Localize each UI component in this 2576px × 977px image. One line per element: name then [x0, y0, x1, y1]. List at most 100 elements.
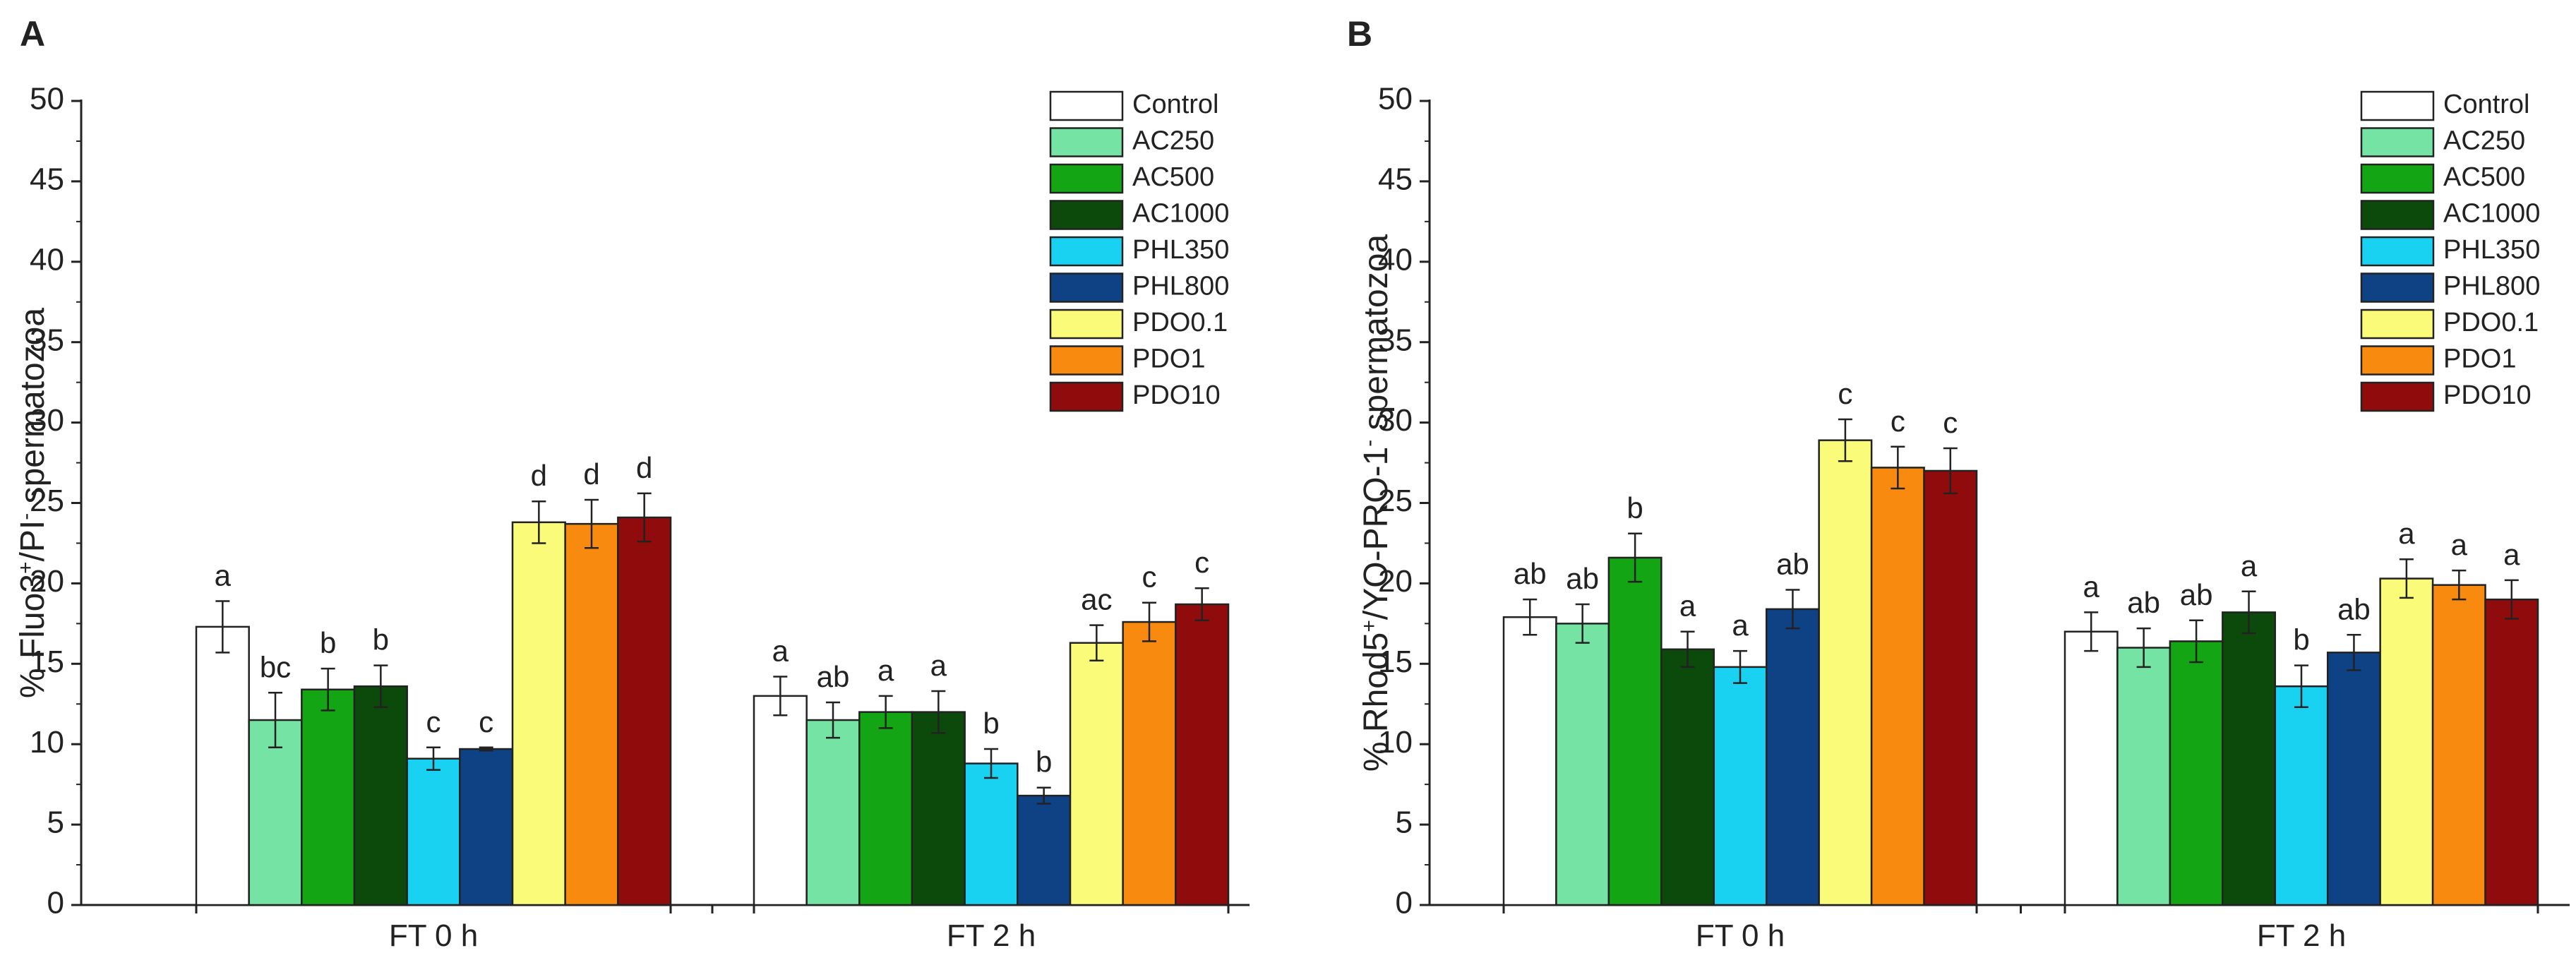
legend-label: PDO10: [2443, 380, 2532, 410]
significance-letter: b: [2293, 623, 2309, 657]
y-tick-label: 35: [1378, 323, 1413, 357]
x-category-label: FT 2 h: [947, 918, 1036, 953]
significance-letter: a: [2451, 528, 2468, 561]
bar-PDO1-0: [1870, 467, 1925, 906]
legend-swatch-PHL800: [1049, 272, 1124, 303]
bar-AC500-0: [1607, 556, 1663, 906]
bar-AC1000-0: [353, 685, 408, 906]
legend-swatch-AC500: [2360, 163, 2435, 194]
bar-PHL800-1: [1017, 794, 1072, 906]
legend-swatch-PHL350: [2360, 236, 2435, 267]
y-label-part: /PI: [14, 520, 52, 562]
legend-swatch-PDO0.1: [1049, 308, 1124, 340]
legend-swatch-AC1000: [1049, 200, 1124, 230]
bar-AC250-0: [1555, 623, 1610, 906]
legend-swatch-AC250: [1049, 127, 1124, 157]
legend-label: PHL350: [1132, 235, 1229, 265]
significance-letter: a: [1679, 589, 1696, 623]
significance-letter: ab: [2337, 592, 2371, 625]
legend-label: AC500: [2443, 162, 2525, 192]
significance-letter: b: [320, 626, 336, 659]
bar-AC500-1: [858, 711, 913, 906]
y-tick-label: 40: [30, 242, 64, 277]
bar-Control-0: [195, 625, 250, 906]
legend-swatch-PHL800: [2360, 272, 2435, 303]
significance-letter: ab: [1776, 548, 1809, 581]
significance-letter: c: [426, 705, 441, 738]
bar-AC250-1: [805, 719, 861, 906]
y-label-sup: +: [14, 561, 37, 574]
significance-letter: bc: [260, 650, 291, 683]
legend-label: PHL350: [2443, 235, 2540, 265]
significance-letter: a: [930, 649, 947, 682]
legend-label: Control: [2443, 90, 2530, 119]
significance-letter: a: [2398, 517, 2415, 550]
y-tick-label: 40: [1378, 242, 1413, 277]
y-tick-label: 35: [30, 323, 64, 357]
legend-label: PDO0.1: [1132, 308, 1228, 337]
y-tick-label: 30: [30, 403, 64, 438]
significance-letter: c: [1891, 404, 1905, 438]
significance-letter: ab: [1514, 557, 1547, 590]
bar-PDO10-1: [1175, 603, 1230, 906]
significance-letter: b: [1036, 745, 1052, 779]
significance-letter: c: [479, 705, 493, 738]
y-tick-label: 5: [1396, 805, 1413, 840]
bar-PHL800-1: [2326, 652, 2381, 906]
bar-AC250-1: [2116, 647, 2171, 906]
significance-letter: a: [877, 654, 894, 687]
significance-letter: b: [983, 707, 999, 740]
legend-swatch-PDO10: [2360, 381, 2435, 412]
panel-label: A: [20, 14, 45, 54]
legend-swatch-PDO10: [1049, 381, 1124, 412]
bar-PHL350-1: [964, 762, 1019, 906]
legend-label: PDO1: [2443, 344, 2516, 374]
x-category-label: FT 0 h: [1696, 918, 1785, 953]
legend-swatch-PDO0.1: [2360, 308, 2435, 340]
significance-letter: ab: [2180, 578, 2213, 611]
significance-letter: b: [373, 623, 389, 657]
bar-PHL800-0: [459, 748, 514, 906]
significance-letter: c: [1838, 377, 1852, 410]
significance-letter: a: [772, 635, 789, 668]
significance-letter: ab: [2127, 586, 2160, 619]
bar-AC1000-0: [1660, 648, 1715, 906]
legend-label: PDO0.1: [2443, 308, 2539, 337]
y-label-part: % Rhod5: [1358, 633, 1395, 772]
y-tick-label: 45: [1378, 162, 1413, 197]
y-tick-label: 0: [1396, 886, 1413, 921]
significance-letter: ab: [817, 660, 850, 693]
y-tick-label: 10: [30, 725, 64, 760]
bar-PDO1-1: [1122, 621, 1177, 906]
legend-swatch-AC500: [1049, 163, 1124, 194]
legend-label: PHL800: [2443, 272, 2540, 301]
legend-label: PDO10: [1132, 380, 1221, 410]
bar-PDO0.1-0: [511, 521, 566, 906]
significance-letter: c: [1142, 561, 1157, 594]
significance-letter: a: [2083, 570, 2100, 603]
y-tick-label: 0: [47, 886, 64, 921]
bar-PDO1-0: [564, 522, 619, 906]
legend: Control AC250 AC500 AC1000 PHL350 PHL800 PDO0.…: [2360, 90, 2540, 412]
x-category-label: FT 0 h: [389, 918, 478, 953]
bar-PHL800-0: [1765, 608, 1820, 906]
significance-letter: a: [2503, 538, 2520, 571]
significance-letter: b: [1627, 491, 1643, 525]
bar-Control-1: [753, 695, 808, 906]
chart-panel-A: A 0 5 10 15 20 25 30 35 40 45 50 % Fluo3+/PI- sperma…: [14, 14, 1250, 953]
legend-label: AC250: [1132, 126, 1214, 156]
y-tick-label: 50: [1378, 82, 1413, 116]
y-tick-label: 45: [30, 162, 64, 197]
bar-AC1000-1: [2222, 611, 2277, 906]
significance-letter: d: [583, 457, 599, 491]
y-label-sup: +: [1358, 620, 1381, 633]
legend-swatch-AC1000: [2360, 200, 2435, 230]
bar-Control-1: [2063, 630, 2119, 906]
bar-AC500-0: [301, 688, 356, 906]
significance-letter: a: [1732, 609, 1749, 642]
significance-letter: c: [1943, 406, 1958, 439]
y-tick-label: 15: [1378, 645, 1413, 679]
y-tick-label: 50: [30, 82, 64, 116]
legend: Control AC250 AC500 AC1000 PHL350 PHL800 PDO0.…: [1049, 90, 1229, 412]
